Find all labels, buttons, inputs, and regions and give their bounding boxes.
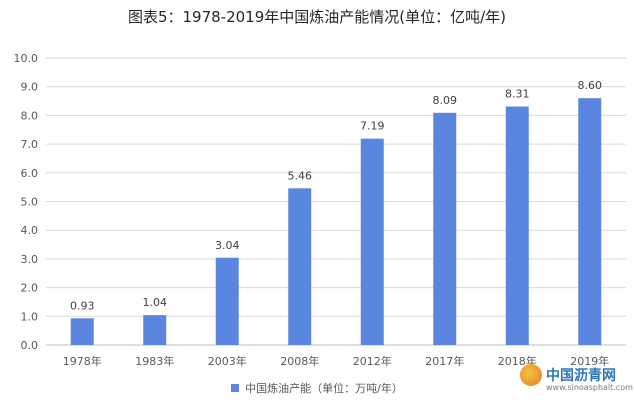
y-tick-label: 0.0 xyxy=(21,339,39,352)
bar xyxy=(505,106,529,346)
bar-layer xyxy=(70,98,602,346)
y-tick-label: 4.0 xyxy=(21,224,39,237)
x-tick-label: 1983年 xyxy=(135,354,174,368)
grid-layer xyxy=(46,57,626,346)
y-tick-label: 7.0 xyxy=(21,138,39,151)
x-tick-label: 2012年 xyxy=(353,354,392,368)
label-layer: 0.0 1.0 2.0 3.0 4.0 5.0 6.0 7.0 8.0 9.0 10.0 0.93 19… xyxy=(14,52,610,368)
y-tick-label: 1.0 xyxy=(21,310,39,323)
y-tick-label: 10.0 xyxy=(14,52,39,65)
data-label: 1.04 xyxy=(143,296,168,309)
bar xyxy=(288,188,312,345)
x-tick-label: 1978年 xyxy=(63,354,102,368)
y-tick-label: 9.0 xyxy=(21,81,39,94)
bar xyxy=(143,315,167,345)
data-label: 8.60 xyxy=(578,79,603,92)
y-tick-label: 5.0 xyxy=(21,196,39,209)
y-tick-label: 6.0 xyxy=(21,167,39,180)
data-label: 3.04 xyxy=(215,239,240,252)
x-tick-label: 2019年 xyxy=(570,354,609,368)
legend-swatch xyxy=(231,384,240,392)
chart-title: 图表5：1978-2019年中国炼油产能情况(单位：亿吨/年) xyxy=(127,8,507,26)
bar xyxy=(360,138,384,345)
watermark-url: www.sinoasphalt.com xyxy=(546,383,633,392)
legend-label: 中国炼油产能（单位：万吨/年） xyxy=(245,382,403,395)
data-label: 5.46 xyxy=(288,169,313,182)
x-tick-label: 2017年 xyxy=(425,354,464,368)
data-label: 0.93 xyxy=(70,299,95,312)
data-label: 8.09 xyxy=(433,94,458,107)
legend: 中国炼油产能（单位：万吨/年） xyxy=(0,380,634,396)
bar xyxy=(578,98,602,346)
watermark-name: 中国沥青网 xyxy=(546,368,616,384)
logo-icon xyxy=(520,364,542,386)
bar xyxy=(433,112,457,345)
bar xyxy=(215,257,239,345)
bar xyxy=(70,318,94,345)
x-tick-label: 2003年 xyxy=(208,354,247,368)
data-label: 7.19 xyxy=(360,120,385,133)
y-tick-label: 3.0 xyxy=(21,253,39,266)
y-tick-label: 8.0 xyxy=(21,109,39,122)
watermark-logo: 中国沥青网 www.sinoasphalt.com xyxy=(520,364,633,392)
data-label: 8.31 xyxy=(505,88,530,101)
y-tick-label: 2.0 xyxy=(21,282,39,295)
x-tick-label: 2008年 xyxy=(280,354,319,368)
